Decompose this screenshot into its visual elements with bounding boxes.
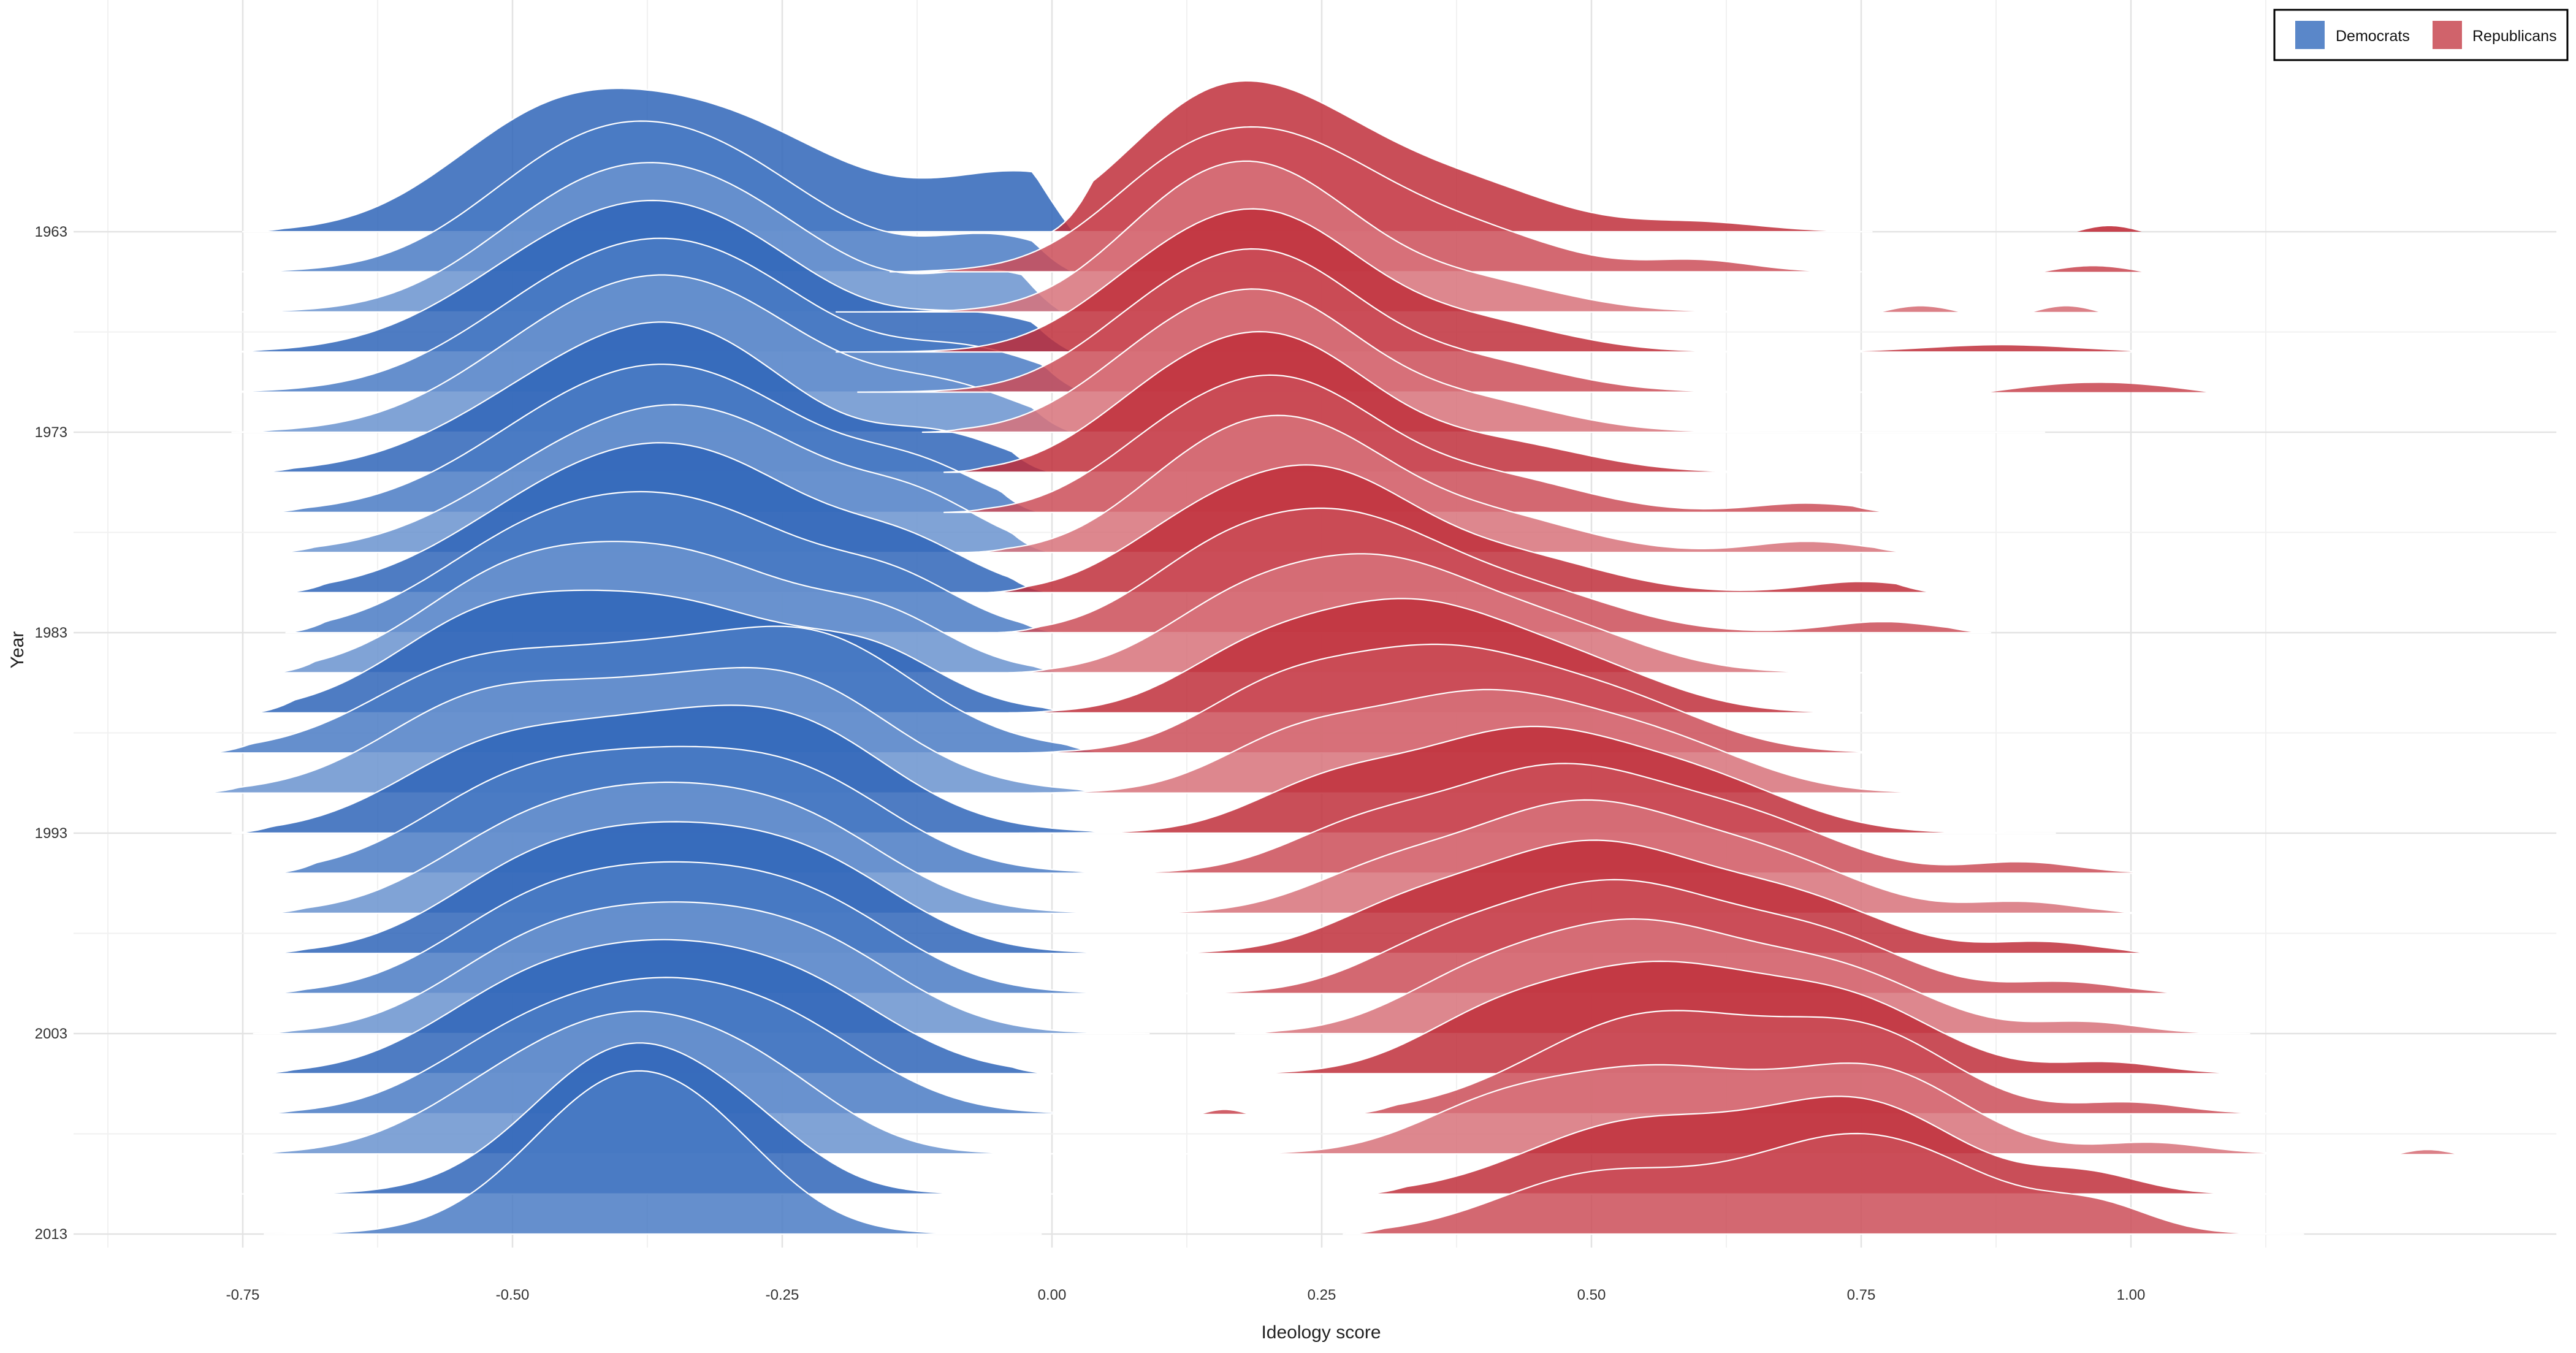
y-tick-label: 1983: [35, 625, 67, 641]
x-tick-label: 0.00: [1038, 1287, 1067, 1303]
democrats-ridge: [264, 1070, 1042, 1235]
x-tick-label: 0.75: [1847, 1287, 1876, 1303]
y-axis-title: Year: [7, 631, 28, 669]
x-tick-label: -0.50: [496, 1287, 530, 1303]
x-tick-label: 1.00: [2117, 1287, 2146, 1303]
x-tick-label: 0.25: [1308, 1287, 1336, 1303]
legend-swatch-republicans: [2433, 21, 2462, 49]
republicans-ridge: [1343, 1132, 2304, 1235]
republicans-ridge-tail: [2044, 266, 2142, 272]
y-tick-label: 2013: [35, 1226, 67, 1243]
republicans-ridge-tail: [1991, 383, 2207, 392]
legend-label-democrats: Democrats: [2336, 28, 2410, 45]
democrats-ridges: [199, 88, 1161, 1235]
y-tick-label: 1993: [35, 825, 67, 842]
y-tick-label: 2003: [35, 1026, 67, 1042]
republicans-ridge-tail: [2077, 226, 2142, 232]
x-tick-label: 0.50: [1577, 1287, 1606, 1303]
legend-swatch-democrats: [2295, 21, 2325, 49]
y-tick-label: 1963: [35, 224, 67, 240]
y-tick-label: 1973: [35, 424, 67, 441]
republicans-ridges: [835, 80, 2455, 1235]
x-tick-label: -0.25: [766, 1287, 799, 1303]
x-tick-label: -0.75: [226, 1287, 260, 1303]
republicans-ridge-tail: [1883, 306, 1959, 312]
republicans-ridge-tail: [2401, 1150, 2455, 1154]
x-axis-title: Ideology score: [1261, 1322, 1381, 1343]
republicans-ridge-tail: [2033, 306, 2099, 312]
legend-label-republicans: Republicans: [2472, 28, 2557, 45]
republicans-ridge-tail: [1203, 1110, 1246, 1114]
axes: -0.75 -0.50 -0.25 0.00 0.25 0.50 0.75 1.00 1963 1…: [35, 224, 2146, 1303]
legend: Democrats Republicans: [2273, 9, 2569, 61]
